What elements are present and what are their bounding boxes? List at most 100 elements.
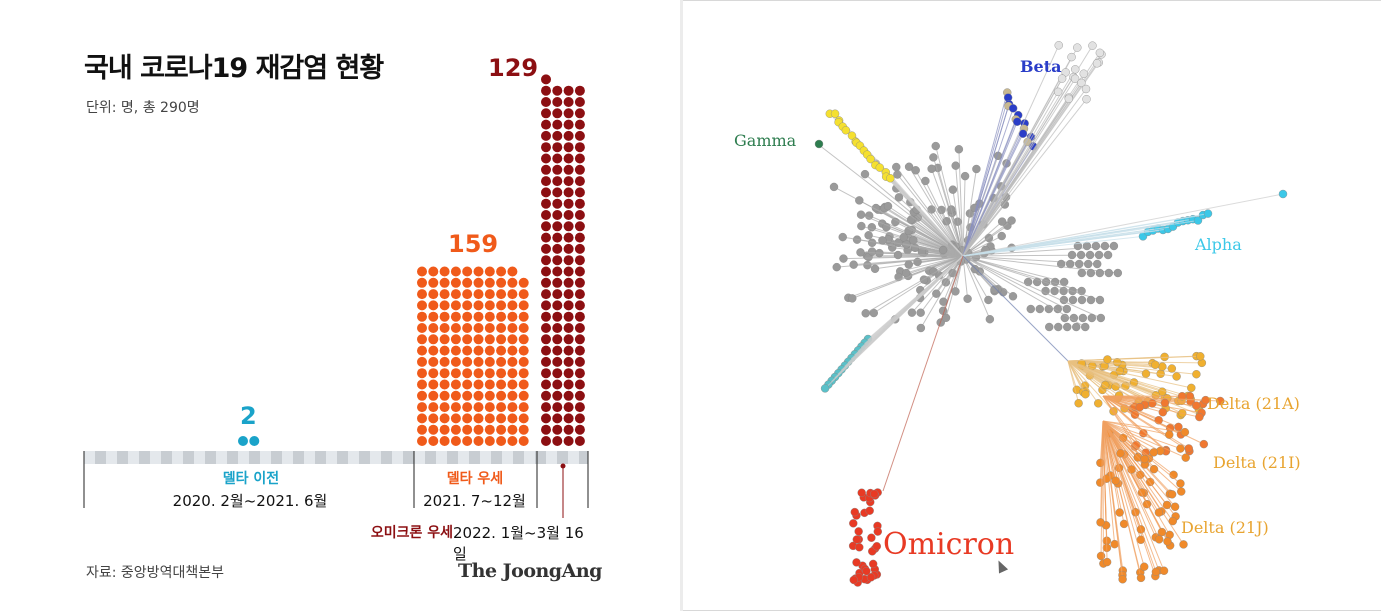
tree-node-delta-21j [1140,563,1148,571]
dot-omicron [552,357,562,367]
dot-delta [462,312,472,322]
dot-omicron [564,255,574,265]
tree-node-delta-21i [1192,402,1200,410]
dot-omicron [564,86,574,96]
dot-delta [485,380,495,390]
label-delta-21j: Delta (21J) [1181,518,1269,537]
tree-node-other [1114,269,1122,277]
dot-delta [428,323,438,333]
dot-omicron [541,334,551,344]
dot-delta [474,380,484,390]
tree-node-other [1063,305,1071,313]
dot-delta [496,267,506,277]
dot-omicron [575,176,585,186]
tree-node-other [1087,269,1095,277]
dot-delta [519,436,529,446]
dot-delta [428,357,438,367]
dot-delta [440,312,450,322]
tree-node-delta-21j [1177,488,1185,496]
count-label-pre-delta: 2 [240,402,257,430]
dot-omicron [575,210,585,220]
dot-omicron [541,142,551,152]
tree-node-other [1093,59,1101,67]
tree-node-other [1054,323,1062,331]
tree-node-omicron [853,535,861,543]
timeline-tick [216,451,227,464]
dot-delta [485,334,495,344]
dot-omicron [564,334,574,344]
tree-node-alpha [1279,190,1287,198]
dot-delta [519,289,529,299]
count-label-delta: 159 [448,230,498,258]
dot-delta [485,267,495,277]
dot-omicron [575,131,585,141]
dot-delta [507,278,517,288]
dot-delta [507,312,517,322]
tree-node-other [833,263,841,271]
dot-delta [474,300,484,310]
tree-node-alpha [1204,210,1212,218]
dot-delta [507,425,517,435]
dot-omicron [575,289,585,299]
timeline-tick [568,451,579,464]
dot-delta [474,391,484,401]
dot-delta [428,425,438,435]
tree-node-other [1097,314,1105,322]
tree-node-omicron [873,542,881,550]
tree-node-other [932,290,940,298]
dot-omicron [552,210,562,220]
dot-omicron [541,380,551,390]
dot-delta [428,368,438,378]
tree-node-other [868,239,876,247]
timeline-tick [326,451,337,464]
dot-delta [440,267,450,277]
dot-omicron [564,142,574,152]
dot-omicron [564,120,574,130]
dot-delta [428,413,438,423]
tree-node-delta-21a [1075,399,1083,407]
tree-node-other [952,162,960,170]
tree-node-delta-21j [1155,535,1163,543]
dot-omicron [575,278,585,288]
dot-delta [428,267,438,277]
dot-omicron [564,108,574,118]
dot-omicron [541,323,551,333]
dot-omicron [575,357,585,367]
tree-node-yellow [886,174,894,182]
dot-omicron [541,413,551,423]
dot-omicron [552,199,562,209]
dot-delta [485,425,495,435]
dot-omicron [564,357,574,367]
tree-node-other [908,309,916,317]
dot-delta [507,391,517,401]
tree-branch [1103,421,1156,572]
dot-delta [462,436,472,446]
tree-node-other [1110,242,1118,250]
dot-delta [519,402,529,412]
tree-node-other [1101,242,1109,250]
tree-node-other [1042,287,1050,295]
dot-delta [451,436,461,446]
dot-delta [428,402,438,412]
dot-omicron [575,108,585,118]
dot-omicron [575,334,585,344]
dot-delta [496,357,506,367]
tree-node-other [1082,85,1090,93]
tree-node-delta-21j [1168,490,1176,498]
dot-omicron [575,425,585,435]
dot-omicron [575,402,585,412]
tree-node-other [917,309,925,317]
tree-node-beta [1013,118,1021,126]
dot-delta [519,278,529,288]
dot-omicron [575,120,585,130]
timeline-tick [84,451,95,464]
dot-delta [519,413,529,423]
dot-omicron [541,131,551,141]
tree-node-other [1054,88,1062,96]
dot-delta [462,346,472,356]
dot-delta [507,323,517,333]
tree-node-delta-21j [1103,558,1111,566]
dot-delta [474,267,484,277]
label-alpha: Alpha [1195,235,1242,254]
tree-node-delta-21j [1112,477,1120,485]
